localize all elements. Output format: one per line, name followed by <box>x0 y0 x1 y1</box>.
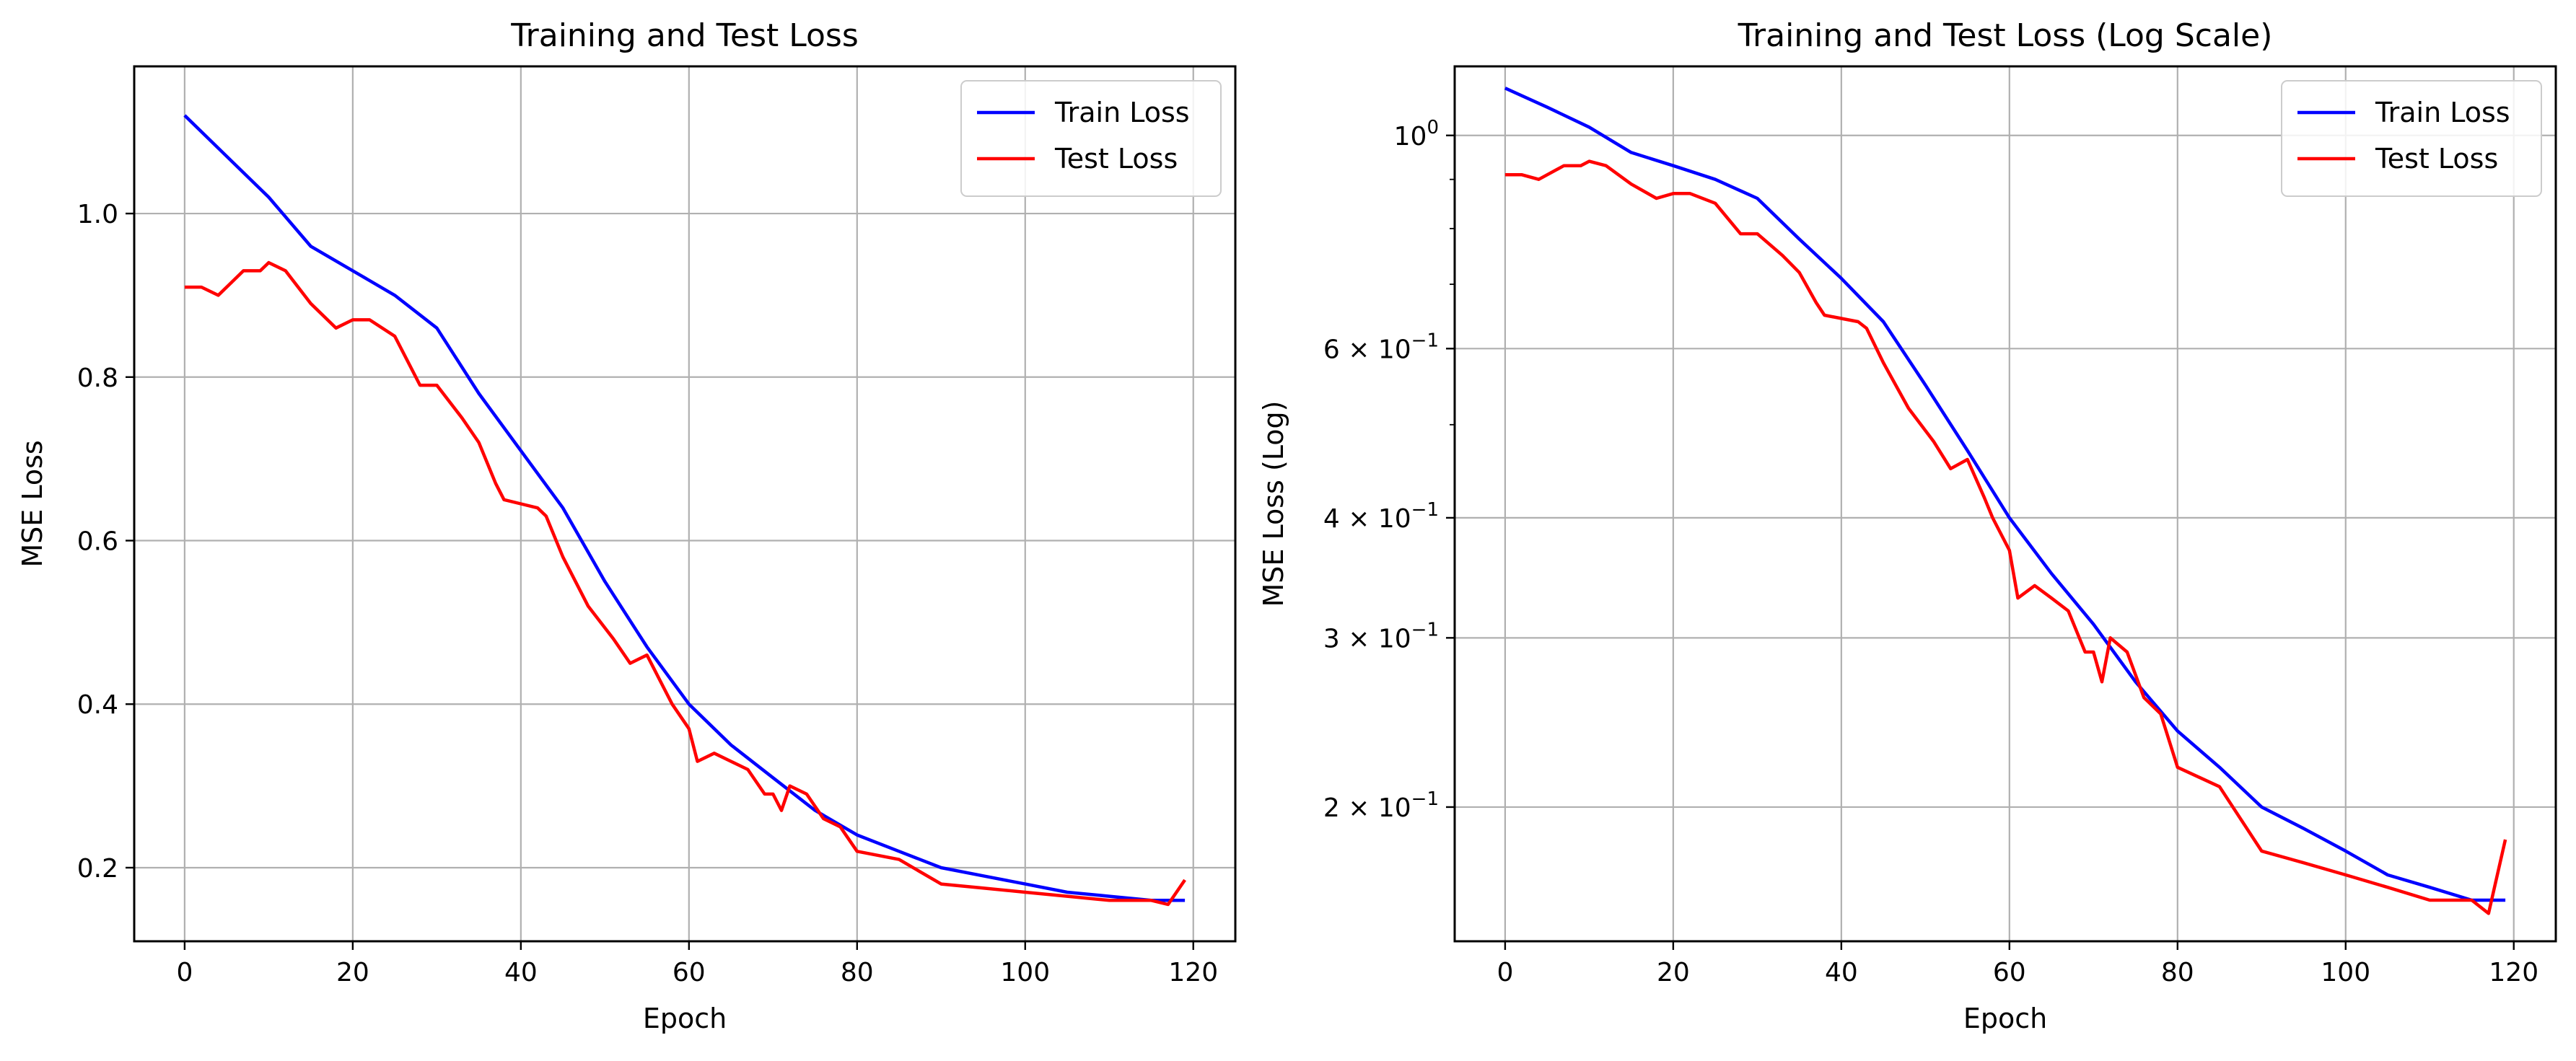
y-tick-label: 0.2 <box>77 854 118 884</box>
series-line-test-loss <box>184 260 1186 907</box>
y-axis-label: MSE Loss <box>17 440 48 567</box>
x-tick-label: 100 <box>2321 958 2370 987</box>
legend-label-train-loss: Train Loss <box>1054 97 1190 128</box>
series-lines <box>183 114 1186 907</box>
x-tick-label: 80 <box>2161 958 2194 987</box>
legend: Train Loss Test Loss <box>2281 80 2542 197</box>
chart-training-test-loss-log: 0 20 40 60 80 100 120 100 6 × 10−1 4 × 10−1 3 × 10… <box>1258 17 2557 1034</box>
x-tick-label: 40 <box>1825 958 1858 987</box>
x-tick-label: 60 <box>1993 958 2026 987</box>
y-tick-label: 1.0 <box>77 200 118 229</box>
y-tick-label: 0.4 <box>77 690 118 720</box>
series-line-test-loss <box>1504 159 2507 915</box>
y-tick-label: 2 × 10−1 <box>1323 788 1439 823</box>
grid-lines <box>1455 66 2556 941</box>
y-axis-label: MSE Loss (Log) <box>1258 401 1289 607</box>
y-tick-label: 4 × 10−1 <box>1323 499 1439 534</box>
y-tick-label: 6 × 10−1 <box>1323 330 1439 364</box>
legend-label-train-loss: Train Loss <box>2375 97 2510 128</box>
plot-frame <box>1453 65 2557 943</box>
y-tick-label: 3 × 10−1 <box>1323 619 1439 653</box>
legend-box <box>2281 80 2542 197</box>
axis-ticks: 0 20 40 60 80 100 120 0.2 0.4 0.6 0.8 1.0 <box>77 200 1218 987</box>
y-tick-label: 0.6 <box>77 527 118 557</box>
x-tick-label: 120 <box>2489 958 2538 987</box>
legend-label-test-loss: Test Loss <box>1054 143 1178 175</box>
legend-label-test-loss: Test Loss <box>2375 143 2498 175</box>
series-lines <box>1504 87 2507 915</box>
x-tick-label: 20 <box>336 958 369 987</box>
x-tick-label: 100 <box>1000 958 1050 987</box>
x-tick-label: 80 <box>841 958 874 987</box>
chart-title: Training and Test Loss (Log Scale) <box>1738 17 2273 54</box>
x-tick-label: 40 <box>504 958 538 987</box>
legend-box <box>960 80 1222 197</box>
x-tick-label: 120 <box>1168 958 1218 987</box>
chart-title: Training and Test Loss <box>510 17 859 54</box>
x-axis-label: Epoch <box>1963 1003 2047 1034</box>
chart-training-test-loss: 0 20 40 60 80 100 120 0.2 0.4 0.6 0.8 1.0 Training … <box>17 17 1237 1034</box>
axis-ticks: 0 20 40 60 80 100 120 100 6 × 10−1 4 × 10−1 3 × 10… <box>1323 117 2538 987</box>
legend: Train Loss Test Loss <box>960 80 1222 197</box>
series-line-train-loss <box>1504 87 2506 902</box>
y-tick-label: 0.8 <box>77 364 118 393</box>
plot-frame <box>133 65 1237 943</box>
x-axis-label: Epoch <box>643 1003 727 1034</box>
series-line-train-loss <box>183 114 1186 902</box>
y-tick-label: 100 <box>1394 117 1439 151</box>
x-tick-label: 0 <box>176 958 193 987</box>
x-tick-label: 0 <box>1497 958 1513 987</box>
x-tick-label: 60 <box>673 958 706 987</box>
x-tick-label: 20 <box>1657 958 1690 987</box>
